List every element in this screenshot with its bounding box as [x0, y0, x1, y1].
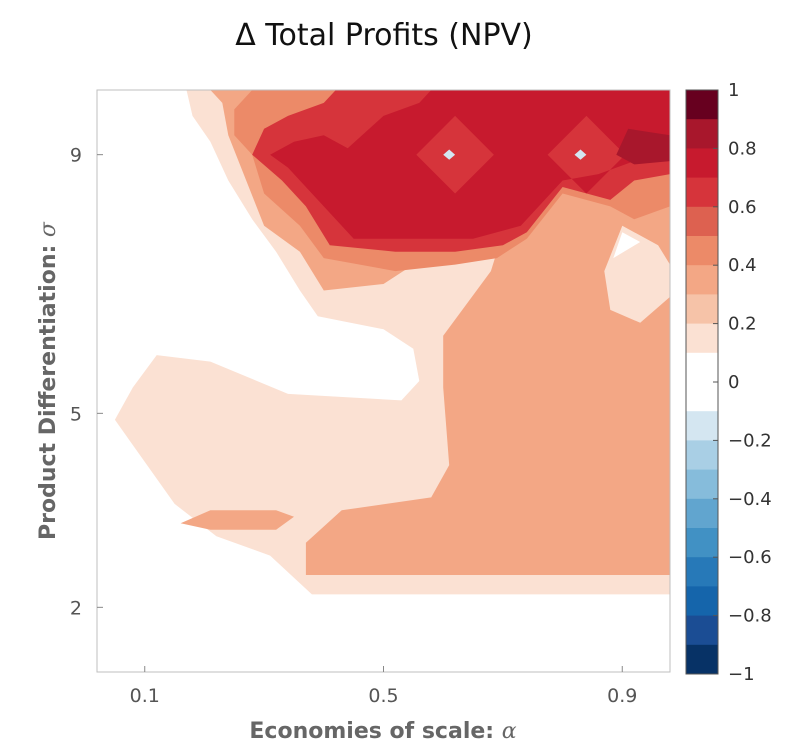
colorbar-tick-label: −0.4 [728, 489, 772, 510]
y-tick-label: 9 [70, 145, 82, 167]
colorbar-segment [686, 382, 718, 412]
colorbar-segment [686, 440, 718, 471]
x-tick-label: 0.9 [607, 685, 637, 707]
y-axis-label: Product Differentiation: σ [36, 221, 61, 540]
colorbar-segment [686, 236, 718, 266]
y-axis-label-symbol: σ [36, 221, 61, 237]
colorbar-segment [686, 90, 718, 120]
y-tick-label: 5 [70, 403, 82, 425]
colorbar-segment [686, 323, 718, 354]
y-axis-label-text: Product Differentiation: [36, 237, 61, 540]
colorbar-segment [686, 498, 718, 529]
colorbar-segment [686, 352, 718, 383]
colorbar-segment [686, 119, 718, 149]
x-axis-label-text: Economies of scale: [249, 719, 501, 744]
colorbar-segment [686, 265, 718, 295]
colorbar-segment [686, 644, 718, 675]
colorbar-segment [686, 586, 718, 617]
colorbar-segment [686, 294, 718, 325]
colorbar-segment [686, 528, 718, 558]
colorbar-tick-label: 1 [728, 80, 739, 101]
colorbar-segment [686, 615, 718, 646]
colorbar-segment [686, 206, 718, 237]
colorbar-tick-label: 0.2 [728, 314, 757, 335]
contour-level-5 [616, 128, 670, 165]
colorbar-tick-label: 0.6 [728, 197, 757, 218]
y-axis-ticks: 2 5 9 [70, 145, 103, 619]
colorbar: 1 0.8 0.6 0.4 0.2 0 −0.2 −0.4 −0.6 −0.8 −1 [685, 80, 772, 685]
colorbar-tick-label: −0.8 [728, 606, 772, 627]
chart-title: Δ Total Profits (NPV) [235, 18, 533, 53]
colorbar-tick-label: 0.4 [728, 255, 757, 276]
colorbar-segment [686, 177, 718, 208]
colorbar-segment [686, 469, 718, 500]
colorbar-segment [686, 411, 718, 441]
colorbar-tick-label: −0.2 [728, 430, 772, 451]
colorbar-tick-label: 0 [728, 372, 739, 393]
colorbar-segment [686, 557, 718, 587]
colorbar-segment [686, 148, 718, 179]
x-axis-label-symbol: α [502, 719, 517, 744]
colorbar-tick-label: −1 [728, 664, 755, 685]
plot-area [114, 90, 670, 595]
x-axis-label: Economies of scale: α [249, 719, 516, 744]
x-tick-label: 0.1 [130, 685, 160, 707]
x-tick-label: 0.5 [368, 685, 398, 707]
colorbar-tick-label: 0.8 [728, 138, 757, 159]
colorbar-tick-label: −0.6 [728, 547, 772, 568]
y-tick-label: 2 [70, 597, 82, 619]
x-axis-ticks: 0.1 0.5 0.9 [130, 666, 637, 707]
contour-level-4 [270, 90, 670, 239]
